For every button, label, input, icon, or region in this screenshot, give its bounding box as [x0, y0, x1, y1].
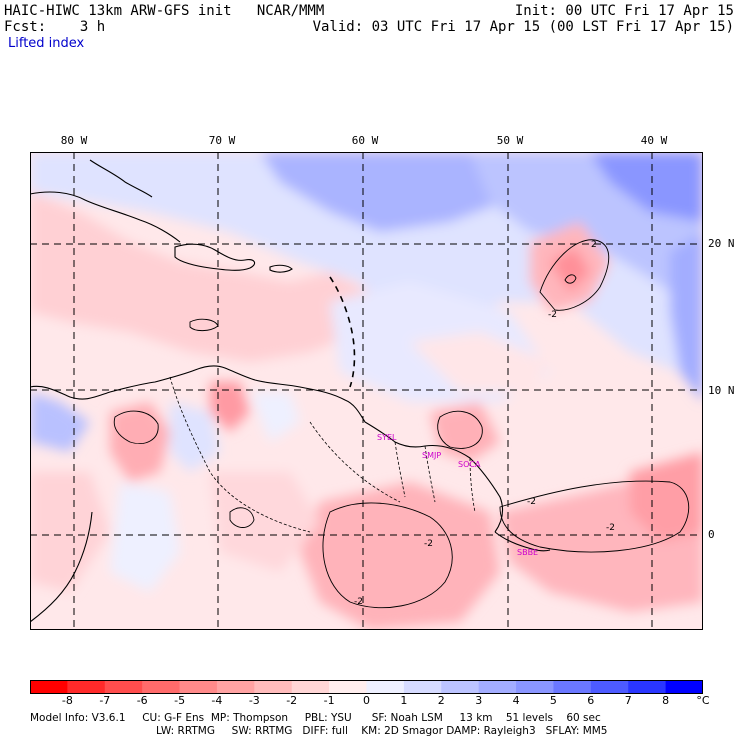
south-america-north-coast [30, 365, 504, 533]
colorbar-tick-label: 0 [363, 694, 370, 707]
colorbar-swatch [441, 680, 480, 694]
cuba-coast [30, 191, 181, 243]
graticule [30, 152, 703, 630]
forecast-hour: Fcst: 3 h [4, 19, 106, 35]
colorbar-swatch [216, 680, 255, 694]
colorbar-tick-label: 7 [624, 694, 632, 707]
lifted-index-map: 2 -2 -2 -2 -2 -2 SYEL SMJP SOCA SBBE [30, 152, 703, 630]
amazon-mouth-coast [494, 531, 551, 552]
map-frame [30, 152, 703, 630]
colorbar-tick-label: -6 [136, 694, 148, 707]
model-info-line1: Model Info: V3.6.1 CU: G-F Ens MP: Thomp… [30, 712, 601, 724]
pacific-coast [30, 511, 93, 623]
florida-straits-coast [89, 159, 153, 198]
colorbar-tick-label: 8 [662, 694, 670, 707]
lon-label-80w: 80 W [60, 134, 88, 147]
contours [113, 239, 690, 609]
puerto-rico-coast [269, 264, 293, 273]
colorbar-tick-label: 5 [549, 694, 557, 707]
valid-time: Valid: 03 UTC Fri 17 Apr 15 (00 LST Fri … [312, 19, 734, 35]
contour-label: -2 [527, 497, 536, 507]
borders [169, 376, 476, 533]
colorbar-swatch [329, 680, 367, 694]
colorbar-tick-label: 1 [400, 694, 408, 707]
contour-label: -2 [424, 539, 433, 549]
colorbar-swatch [590, 680, 629, 694]
lon-label-50w: 50 W [496, 134, 524, 147]
colorbar-tick-label: 4 [512, 694, 520, 707]
contour-label: -2 [548, 310, 557, 320]
colorbar-tick-label: 2 [437, 694, 445, 707]
hispaniola-coast [174, 243, 256, 271]
colorbar-swatch [553, 680, 592, 694]
colorbar-tick-label: 3 [475, 694, 483, 707]
init-time: Init: 00 UTC Fri 17 Apr 15 [514, 3, 734, 19]
colorbar-tick-label: -7 [99, 694, 111, 707]
contour-label: -2 [606, 523, 615, 533]
coastlines [30, 159, 551, 623]
colorbar-unit: °C [696, 694, 710, 707]
contour-label: 2 [591, 240, 597, 250]
colorbar-swatch [254, 680, 293, 694]
station-soca: SOCA [458, 460, 481, 469]
lon-label-40w: 40 W [640, 134, 668, 147]
contour-label: -2 [354, 597, 363, 607]
colorbar-tick-label: -2 [286, 694, 298, 707]
colorbar [30, 680, 703, 694]
colorbar-tick-label: 6 [587, 694, 595, 707]
colorbar-tick-label: -5 [174, 694, 186, 707]
colorbar-swatch [366, 680, 405, 694]
colorbar-swatch [478, 680, 517, 694]
colorbar-swatch [67, 680, 106, 694]
colorbar-swatch [142, 680, 181, 694]
station-syel: SYEL [377, 433, 397, 442]
station-smjp: SMJP [422, 451, 441, 460]
colorbar-swatch [30, 680, 68, 694]
colorbar-swatch [665, 680, 703, 694]
lat-label-0: 0 [708, 528, 715, 541]
field-name: Lifted index [8, 36, 85, 51]
lat-label-10n: 10 N [708, 384, 735, 397]
lon-label-70w: 70 W [208, 134, 236, 147]
colorbar-swatch [179, 680, 218, 694]
colorbar-swatch [104, 680, 143, 694]
colorbar-tick-label: -4 [211, 694, 223, 707]
station-labels: SYEL SMJP SOCA SBBE [377, 433, 538, 557]
colorbar-swatch [516, 680, 554, 694]
lesser-antilles-arc [329, 276, 356, 388]
model-title: HAIC-HIWC 13km ARW-GFS init NCAR/MMM [4, 3, 325, 19]
colorbar-tick-label: -1 [323, 694, 335, 707]
model-info-line2: LW: RRTMG SW: RRTMG DIFF: full KM: 2D Sm… [156, 725, 608, 737]
lat-label-20n: 20 N [708, 237, 735, 250]
colorbar-swatch [403, 680, 442, 694]
colorbar-swatch [291, 680, 330, 694]
colorbar-swatch [628, 680, 667, 694]
station-sbbe: SBBE [517, 548, 538, 557]
colorbar-tick-label: -3 [248, 694, 260, 707]
contour-labels: 2 -2 -2 -2 -2 -2 [354, 240, 615, 607]
colorbar-tick-label: -8 [61, 694, 73, 707]
lon-label-60w: 60 W [351, 134, 379, 147]
